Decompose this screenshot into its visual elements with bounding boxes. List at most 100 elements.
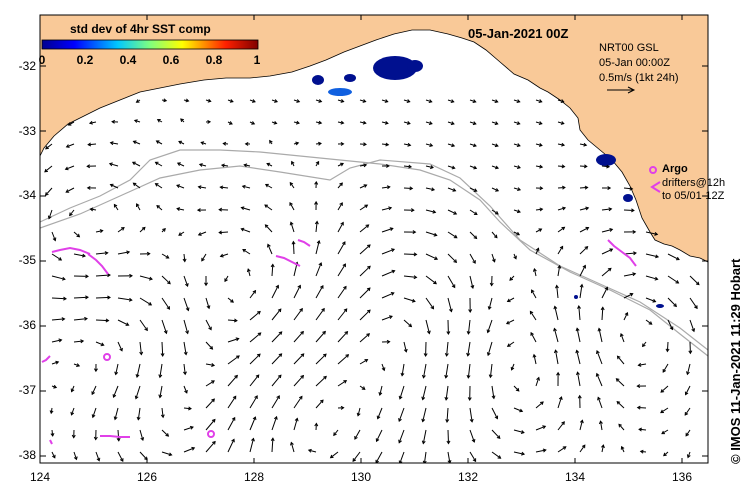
current-vector-head xyxy=(207,98,212,103)
current-vector-head xyxy=(561,164,566,169)
current-vector-head xyxy=(486,352,491,357)
current-vector xyxy=(359,244,371,255)
current-vector-head xyxy=(109,183,114,188)
current-vector-head xyxy=(505,320,510,325)
current-vector-head xyxy=(363,142,367,147)
current-vector-head xyxy=(134,395,139,400)
current-vector-head xyxy=(184,389,188,394)
current-vector xyxy=(447,429,449,444)
current-vector xyxy=(531,289,537,299)
current-vector xyxy=(557,121,564,125)
current-vector xyxy=(249,438,254,453)
vector-scale: 0.5m/s (1kt 24h) xyxy=(599,72,679,84)
current-vector xyxy=(271,308,282,321)
current-vector-head xyxy=(176,207,181,211)
current-vector-head xyxy=(296,99,301,103)
current-vector xyxy=(224,275,229,282)
current-vector-head xyxy=(584,185,589,190)
current-vector-head xyxy=(257,332,262,336)
current-vector-head xyxy=(267,243,271,248)
current-vector xyxy=(557,99,564,103)
current-vector-head xyxy=(472,458,477,463)
current-vector xyxy=(469,231,477,239)
current-vector xyxy=(667,253,680,261)
current-vector-head xyxy=(421,374,426,379)
current-vector-head xyxy=(535,247,540,252)
current-vector xyxy=(617,355,625,365)
current-vector xyxy=(48,209,53,219)
current-vector xyxy=(555,350,559,365)
current-vector-head xyxy=(469,418,474,423)
current-vector-head xyxy=(411,298,416,303)
current-vector xyxy=(51,429,54,436)
current-vector xyxy=(491,187,499,192)
current-vector xyxy=(469,187,477,192)
current-vector-head xyxy=(165,433,170,437)
current-vector xyxy=(376,429,383,442)
current-vector-head xyxy=(398,439,402,444)
current-vector-head xyxy=(88,120,93,125)
current-vector xyxy=(469,451,477,462)
current-vector xyxy=(601,165,610,168)
current-vector xyxy=(601,208,612,211)
current-vector-head xyxy=(560,121,565,125)
current-vector-head xyxy=(660,389,665,393)
current-vector-head xyxy=(486,329,491,334)
current-vector-head xyxy=(362,120,367,125)
current-vector xyxy=(117,319,129,326)
current-vector-head xyxy=(361,386,366,390)
current-vector xyxy=(491,451,501,459)
current-vector xyxy=(45,187,53,196)
current-vector-head xyxy=(201,257,205,262)
current-vector-head xyxy=(275,284,279,289)
current-vector xyxy=(359,287,371,299)
current-vector xyxy=(133,182,141,189)
current-vector xyxy=(359,359,368,365)
current-vector xyxy=(375,451,383,463)
current-vector xyxy=(381,248,395,255)
current-vector-head xyxy=(532,353,537,358)
current-vector xyxy=(117,297,132,301)
current-vector-head xyxy=(111,119,116,124)
current-vector-head xyxy=(198,163,203,167)
current-vector-head xyxy=(675,280,680,284)
current-vector xyxy=(469,143,477,147)
current-vector-head xyxy=(154,161,159,166)
current-vector-head xyxy=(86,164,91,169)
current-vector xyxy=(183,426,194,431)
drifter-label: drifters@12h xyxy=(662,177,726,189)
current-vector xyxy=(51,275,66,280)
current-vector xyxy=(469,209,478,215)
current-vector-head xyxy=(314,220,319,225)
current-vector xyxy=(535,143,543,146)
current-vector xyxy=(117,341,123,352)
current-vector-head xyxy=(228,121,233,125)
x-tick-label: 128 xyxy=(243,470,265,484)
current-vector-head xyxy=(583,164,588,169)
current-vector-head xyxy=(406,99,411,103)
current-vector-head xyxy=(684,391,689,396)
current-vector xyxy=(667,297,677,307)
current-vector xyxy=(113,204,119,211)
current-vector xyxy=(65,187,75,193)
current-vector-head xyxy=(44,192,49,196)
current-vector xyxy=(249,374,260,387)
current-vector xyxy=(598,328,603,343)
current-vector-head xyxy=(156,204,161,209)
product-time: 05-Jan 00:00Z xyxy=(599,57,670,69)
current-vector xyxy=(491,429,501,439)
current-vector xyxy=(423,451,427,463)
current-vector-head xyxy=(400,372,405,377)
current-vector-head xyxy=(391,269,396,274)
current-vector xyxy=(227,417,236,431)
current-vector-head xyxy=(494,143,499,148)
current-vector xyxy=(199,163,207,167)
current-vector-head xyxy=(491,258,496,263)
current-vector-head xyxy=(329,454,334,459)
current-vector xyxy=(529,311,537,321)
current-vector-head xyxy=(470,284,475,289)
current-vector-head xyxy=(363,163,368,168)
current-vector-head xyxy=(69,212,73,217)
current-vector-head xyxy=(291,160,295,165)
current-vector-head xyxy=(300,374,305,379)
